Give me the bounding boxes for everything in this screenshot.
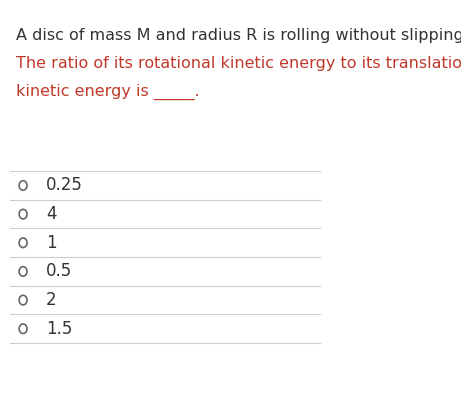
Text: 0.5: 0.5 — [46, 262, 72, 281]
Text: 1: 1 — [46, 234, 57, 252]
Text: kinetic energy is _____.: kinetic energy is _____. — [17, 84, 200, 100]
Text: 4: 4 — [46, 205, 57, 223]
Text: 2: 2 — [46, 291, 57, 309]
Text: The ratio of its rotational kinetic energy to its translational: The ratio of its rotational kinetic ener… — [17, 56, 461, 71]
Text: A disc of mass M and radius R is rolling without slipping.: A disc of mass M and radius R is rolling… — [17, 28, 461, 43]
Text: 1.5: 1.5 — [46, 320, 72, 338]
Text: 0.25: 0.25 — [46, 176, 83, 195]
